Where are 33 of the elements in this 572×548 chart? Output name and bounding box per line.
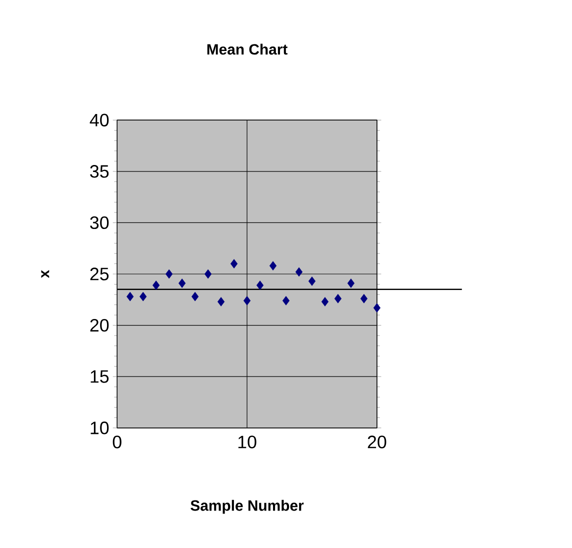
y-tick-label: 20 [90,318,109,332]
y-axis-title: x [41,270,50,278]
y-tick-label: 10 [90,422,109,434]
x-tick-label: 10 [238,436,256,448]
point [282,296,290,306]
x-axis-title: Sample Number [190,500,304,514]
point [204,269,212,279]
point [308,276,316,286]
point [360,294,368,304]
point [230,259,238,268]
chart-title: Mean Chart [207,44,288,55]
point [321,297,329,306]
y-tick-label: 30 [90,216,109,230]
point [269,261,277,270]
y-tick-label: 15 [90,370,109,383]
x-tick-label: 20 [368,436,386,448]
point [243,296,251,306]
x-tick-label: 0 [112,436,122,448]
point [256,280,264,290]
point [347,278,355,288]
point [192,292,199,302]
point [152,280,160,290]
point [140,292,147,302]
point [166,269,173,279]
y-tick-label: 40 [90,114,109,126]
y-tick-label: 35 [90,165,109,178]
point [334,294,342,304]
y-tick-label: 25 [90,268,109,280]
point [178,278,186,288]
point [126,292,134,302]
point [295,267,303,277]
point [373,303,381,313]
point [217,297,225,306]
